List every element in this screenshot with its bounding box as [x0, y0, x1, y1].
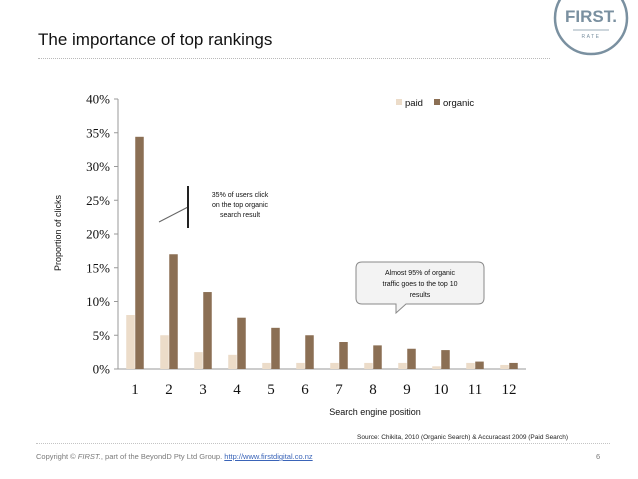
- bar-organic: [441, 350, 450, 369]
- bar-paid: [126, 315, 135, 369]
- bar-organic: [271, 327, 280, 369]
- chart-legend: paid organic: [396, 98, 474, 109]
- bar-paid: [262, 362, 271, 369]
- bar-organic: [509, 362, 518, 369]
- bar-paid: [330, 362, 339, 369]
- bar-paid: [160, 335, 169, 369]
- y-tick-label: 0%: [93, 362, 111, 377]
- callout-line-1: 35% of users click: [212, 192, 269, 199]
- slide-title: The importance of top rankings: [38, 30, 273, 49]
- callout-top-result: 35% of users click on the top organic se…: [158, 186, 269, 228]
- page-number: 6: [596, 452, 601, 461]
- y-tick-label: 25%: [86, 193, 110, 208]
- source-note: Source: Chikita, 2010 (Organic Search) &…: [357, 434, 568, 441]
- y-tick-label: 30%: [86, 159, 110, 174]
- footer: Copyright © FIRST., part of the BeyondD …: [36, 452, 313, 461]
- x-tick-label: 4: [233, 382, 241, 398]
- bar-organic: [373, 345, 382, 369]
- footer-divider: [36, 443, 610, 444]
- bar-organic: [203, 292, 212, 369]
- x-tick-label: 7: [335, 382, 343, 398]
- legend-swatch-paid: [396, 99, 402, 105]
- legend-label-organic: organic: [443, 98, 474, 109]
- bar-organic: [305, 335, 314, 369]
- footer-prefix: Copyright ©: [36, 452, 78, 461]
- y-tick-label: 40%: [86, 92, 110, 107]
- y-tick-label: 10%: [86, 294, 110, 309]
- bar-paid: [500, 364, 509, 369]
- footer-brand: FIRST.: [77, 452, 101, 461]
- chart-axes: [114, 98, 526, 370]
- bar-organic: [475, 361, 484, 369]
- legend-label-paid: paid: [405, 98, 423, 109]
- logo-word: FIRST.: [565, 7, 617, 26]
- y-tick-label: 5%: [93, 328, 111, 343]
- bar-paid: [194, 352, 203, 369]
- x-tick-label: 11: [468, 382, 482, 398]
- callout-line-1: Almost 95% of organic: [385, 270, 456, 277]
- footer-text: , part of the BeyondD Pty Ltd Group.: [100, 452, 223, 461]
- callout-bubble: [355, 261, 485, 315]
- callout-line-3: results: [410, 292, 431, 299]
- bar-organic: [339, 342, 348, 369]
- y-axis-title: Proportion of clicks: [53, 194, 63, 271]
- x-tick-label: 3: [199, 382, 207, 398]
- bar-organic: [135, 136, 144, 369]
- x-tick-label: 10: [434, 382, 449, 398]
- bar-organic: [407, 348, 416, 369]
- callout-line-2: traffic goes to the top 10: [383, 281, 458, 288]
- x-tick-label: 5: [267, 382, 275, 398]
- footer-link[interactable]: http://www.firstdigital.co.nz: [224, 452, 313, 461]
- bar-paid: [466, 362, 475, 369]
- bar-paid: [228, 354, 237, 369]
- x-tick-label: 6: [301, 382, 309, 398]
- bar-paid: [296, 362, 305, 369]
- x-tick-label: 9: [403, 382, 411, 398]
- x-tick-label: 2: [165, 382, 173, 398]
- x-tick-label: 1: [131, 382, 139, 398]
- bar-paid: [398, 362, 407, 369]
- callout-pointer-line: [158, 206, 189, 223]
- bar-organic: [169, 254, 178, 369]
- logo-sub: RATE: [582, 34, 601, 40]
- x-tick-label: 12: [502, 382, 517, 398]
- x-tick-label: 8: [369, 382, 377, 398]
- y-tick-label: 20%: [86, 227, 110, 242]
- y-tick-label: 15%: [86, 260, 110, 275]
- chart-bars: [126, 136, 518, 369]
- x-axis-title: Search engine position: [329, 407, 421, 417]
- first-logo: FIRST. RATE: [553, 0, 629, 56]
- bar-paid: [364, 362, 373, 369]
- y-tick-label: 35%: [86, 125, 110, 140]
- legend-swatch-organic: [434, 99, 440, 105]
- title-divider: [38, 58, 550, 59]
- chart-labels: 0%5%10%15%20%25%30%35%40%1 2 3 4 5 6 7 8 9 10 11 12: [86, 92, 516, 399]
- logo-ring: [553, 0, 629, 56]
- callout-top-ten: Almost 95% of organic traffic goes to th…: [355, 261, 485, 315]
- callout-line-3: search result: [220, 212, 260, 219]
- bar-paid: [432, 366, 441, 369]
- callout-line-2: on the top organic: [212, 202, 269, 209]
- bar-organic: [237, 317, 246, 369]
